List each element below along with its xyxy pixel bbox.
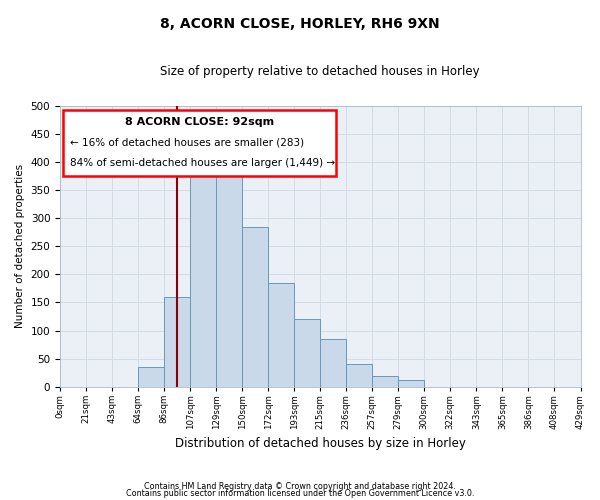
- X-axis label: Distribution of detached houses by size in Horley: Distribution of detached houses by size …: [175, 437, 466, 450]
- Bar: [138, 367, 164, 387]
- Bar: [216, 168, 242, 387]
- Text: 8, ACORN CLOSE, HORLEY, RH6 9XN: 8, ACORN CLOSE, HORLEY, RH6 9XN: [160, 18, 440, 32]
- Y-axis label: Number of detached properties: Number of detached properties: [15, 164, 25, 328]
- Bar: [294, 320, 320, 387]
- Text: Contains public sector information licensed under the Open Government Licence v3: Contains public sector information licen…: [126, 490, 474, 498]
- Bar: [346, 364, 373, 387]
- Bar: [373, 376, 398, 387]
- Text: 84% of semi-detached houses are larger (1,449) →: 84% of semi-detached houses are larger (…: [70, 158, 335, 168]
- Title: Size of property relative to detached houses in Horley: Size of property relative to detached ho…: [160, 65, 480, 78]
- Bar: [320, 339, 346, 387]
- Bar: [242, 226, 268, 387]
- Text: ← 16% of detached houses are smaller (283): ← 16% of detached houses are smaller (28…: [70, 138, 305, 148]
- Bar: [190, 156, 216, 387]
- Bar: [164, 297, 190, 387]
- Bar: [398, 380, 424, 387]
- FancyBboxPatch shape: [62, 110, 336, 176]
- Bar: [268, 283, 294, 387]
- Text: Contains HM Land Registry data © Crown copyright and database right 2024.: Contains HM Land Registry data © Crown c…: [144, 482, 456, 491]
- Text: 8 ACORN CLOSE: 92sqm: 8 ACORN CLOSE: 92sqm: [125, 116, 274, 126]
